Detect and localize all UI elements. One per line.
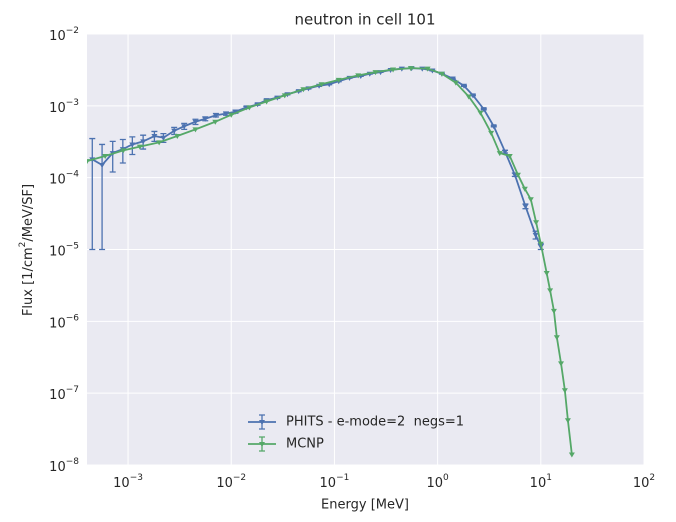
x-tick-label: 10−1	[320, 473, 350, 491]
legend-marker	[259, 442, 265, 447]
point	[102, 154, 109, 160]
point	[192, 119, 199, 125]
point	[537, 241, 544, 247]
point	[355, 73, 362, 79]
point	[506, 154, 513, 160]
error-bar	[89, 137, 96, 251]
y-tick-label: 10−7	[49, 385, 79, 403]
y-tick-label: 10−5	[49, 241, 79, 259]
legend: PHITS - e-mode=2 negs=1 MCNP	[248, 414, 464, 452]
point	[263, 99, 270, 105]
x-tick-label: 100	[426, 473, 449, 491]
point	[527, 197, 534, 203]
legend-label: PHITS - e-mode=2 negs=1	[286, 415, 464, 430]
x-tick-label: 101	[530, 473, 552, 491]
point	[136, 144, 143, 150]
x-tick-label: 10−2	[216, 473, 246, 491]
point	[568, 452, 575, 458]
point	[438, 71, 445, 77]
point	[449, 76, 456, 82]
marks	[87, 66, 575, 458]
x-axis-label: Energy [MeV]	[321, 498, 409, 513]
point	[514, 172, 521, 178]
point	[181, 124, 188, 130]
point	[460, 83, 467, 89]
point	[212, 113, 219, 119]
point	[281, 93, 288, 99]
point	[99, 163, 106, 169]
point	[156, 140, 163, 146]
point	[300, 87, 307, 93]
point	[502, 149, 509, 155]
legend-marker	[259, 420, 265, 425]
point	[407, 66, 414, 72]
point	[532, 232, 539, 238]
point	[246, 105, 253, 111]
series-line	[87, 67, 573, 455]
point	[140, 139, 147, 145]
point	[547, 288, 554, 294]
point	[390, 67, 397, 73]
point	[553, 335, 560, 341]
chart-title: neutron in cell 101	[294, 11, 435, 29]
point	[424, 66, 431, 72]
point	[522, 204, 529, 210]
grid	[87, 33, 645, 466]
point	[496, 151, 503, 157]
point	[223, 111, 230, 117]
point	[151, 134, 158, 140]
point	[372, 70, 379, 76]
legend-label: MCNP	[286, 437, 324, 452]
point	[160, 135, 167, 141]
labels: 10−3 10−2 10−1 100 101 102 10−8 10−7 10−6 10−5 10−…	[49, 26, 655, 491]
point	[171, 128, 178, 134]
point	[490, 124, 497, 130]
point	[174, 134, 181, 140]
point	[564, 418, 571, 424]
point	[335, 77, 342, 83]
y-tick-label: 10−6	[49, 313, 79, 331]
point	[318, 82, 325, 88]
error-bar	[99, 143, 106, 251]
y-tick-label: 10−2	[49, 26, 79, 44]
point	[120, 148, 127, 154]
point	[87, 159, 90, 165]
point	[465, 94, 472, 100]
point	[558, 361, 565, 367]
y-tick-label: 10−4	[49, 169, 79, 187]
point	[129, 142, 136, 148]
point	[228, 112, 235, 118]
y-axis-label: Flux [1/cm2/MeV/SF]	[18, 184, 36, 316]
point	[561, 388, 568, 394]
y-tick-label: 10−8	[49, 457, 79, 475]
x-tick-label: 10−3	[113, 473, 143, 491]
point	[533, 220, 540, 226]
point	[480, 107, 487, 113]
point	[452, 80, 459, 86]
error-bar	[109, 140, 116, 173]
y-tick-label: 10−3	[49, 97, 79, 115]
point	[192, 127, 199, 133]
point	[488, 130, 495, 136]
point	[212, 119, 219, 125]
point	[202, 116, 209, 122]
point	[550, 308, 557, 314]
point	[543, 271, 550, 277]
point	[477, 110, 484, 116]
x-tick-label: 102	[633, 473, 655, 491]
point	[521, 186, 528, 192]
